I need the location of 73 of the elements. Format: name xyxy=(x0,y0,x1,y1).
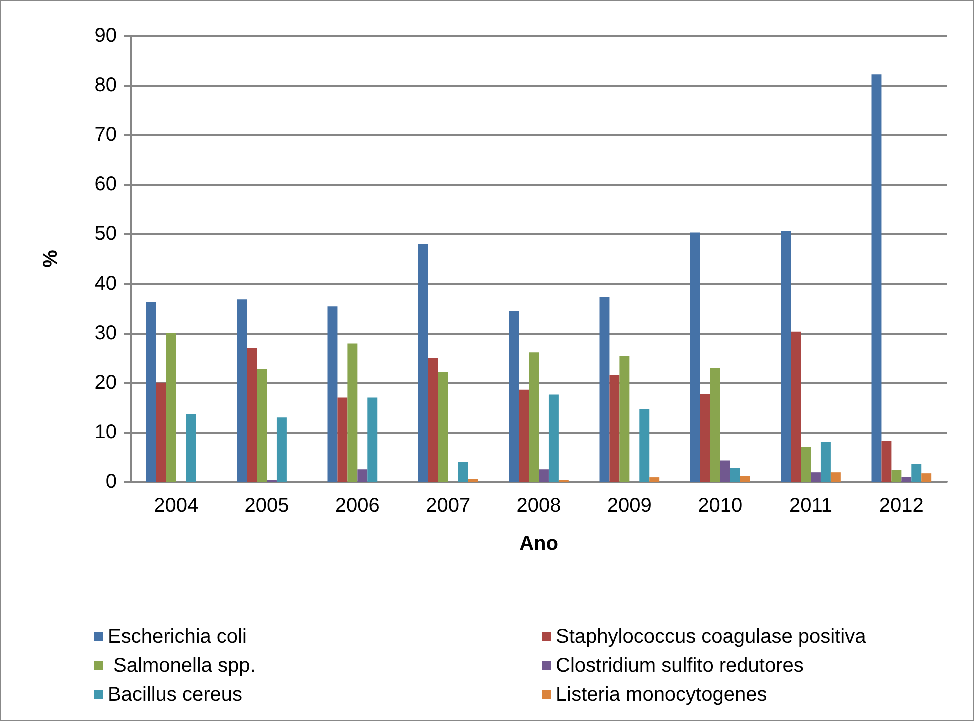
bar xyxy=(368,398,378,482)
bar xyxy=(548,394,559,482)
bar xyxy=(902,477,912,482)
bar xyxy=(338,398,348,482)
legend-label: Staphylococcus coagulase positiva xyxy=(556,626,868,648)
x-tick-label: 2009 xyxy=(607,495,652,517)
bar xyxy=(610,375,620,482)
bar xyxy=(882,441,892,482)
y-tick-label: 0 xyxy=(106,471,117,493)
x-axis-title: Ano xyxy=(520,533,558,555)
bar xyxy=(690,232,700,482)
bar xyxy=(700,394,710,482)
bar xyxy=(156,382,166,482)
y-tick-label: 60 xyxy=(94,174,117,196)
y-tick-label: 20 xyxy=(94,372,117,394)
bar xyxy=(358,470,368,482)
legend-label: Clostridium sulfito redutores xyxy=(556,655,804,677)
y-axis-title: % xyxy=(40,250,62,268)
bar xyxy=(620,356,630,482)
bar xyxy=(166,333,176,482)
bar xyxy=(428,358,438,482)
y-tick-label: 50 xyxy=(94,223,117,246)
bar xyxy=(328,306,338,482)
bar xyxy=(509,311,520,482)
bar xyxy=(418,244,428,482)
bar xyxy=(600,297,610,482)
bar xyxy=(912,464,922,482)
y-tick-label: 10 xyxy=(94,421,117,444)
x-tick-label: 2012 xyxy=(879,495,924,517)
bar xyxy=(519,390,530,482)
bar xyxy=(186,414,196,482)
bar xyxy=(539,470,549,482)
bar xyxy=(640,409,650,482)
bar xyxy=(811,472,821,482)
bar xyxy=(720,460,730,482)
bar xyxy=(820,442,831,482)
legend-label: Salmonella spp. xyxy=(108,655,256,677)
bar xyxy=(146,302,156,482)
bar xyxy=(922,474,932,482)
bar xyxy=(830,472,841,482)
y-tick-label: 30 xyxy=(94,322,117,344)
bar xyxy=(791,332,802,482)
bar xyxy=(740,476,750,482)
legend-label: Bacillus cereus xyxy=(108,684,243,706)
bar xyxy=(892,470,902,482)
legend-label: Listeria monocytogenes xyxy=(556,684,768,706)
legend-label: Escherichia coli xyxy=(108,626,247,648)
bar xyxy=(872,74,882,482)
y-tick-label: 40 xyxy=(94,272,117,295)
bar xyxy=(247,348,258,482)
bar xyxy=(438,372,448,482)
bar xyxy=(468,479,478,482)
bar xyxy=(801,447,811,482)
x-tick-label: 2007 xyxy=(426,495,471,517)
y-tick-label: 90 xyxy=(94,25,117,47)
bar xyxy=(529,352,539,482)
bar xyxy=(257,370,267,482)
x-tick-label: 2010 xyxy=(698,495,743,517)
bar xyxy=(730,468,740,482)
x-tick-label: 2004 xyxy=(154,495,199,517)
bar xyxy=(348,344,358,482)
x-tick-label: 2005 xyxy=(244,495,290,517)
bar xyxy=(781,231,792,482)
x-tick-label: 2011 xyxy=(789,495,833,517)
bar xyxy=(237,300,248,482)
bar xyxy=(710,368,720,482)
y-tick-label: 80 xyxy=(94,74,117,97)
bar xyxy=(650,478,660,482)
y-tick-label: 70 xyxy=(94,124,117,146)
bar xyxy=(458,462,468,482)
x-tick-label: 2008 xyxy=(516,495,562,517)
x-tick-label: 2006 xyxy=(335,495,380,517)
bar xyxy=(276,418,287,482)
